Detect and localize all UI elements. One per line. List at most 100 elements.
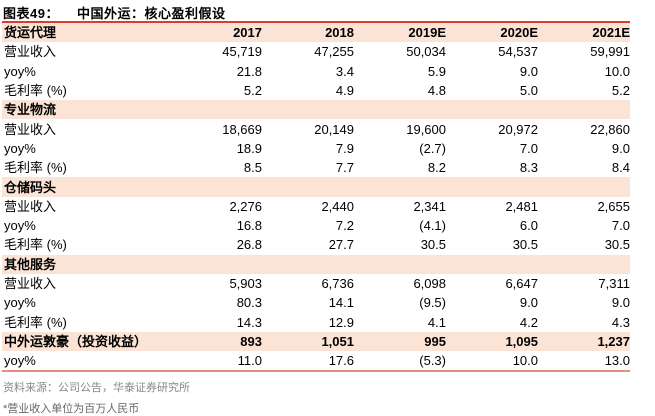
- row-label: yoy%: [4, 63, 36, 79]
- cell-value: 5.0: [519, 83, 538, 99]
- cell-value: [170, 100, 262, 120]
- cell-value: [446, 100, 538, 120]
- cell-value: 4.3: [611, 314, 630, 330]
- cell-value: 16.8: [236, 218, 262, 234]
- header-row: 货运代理 2017 2018 2019E 2020E 2021E: [2, 22, 630, 43]
- cell-value: 27.7: [328, 237, 354, 253]
- cell-value: 19,600: [406, 121, 446, 137]
- cell-value: [538, 100, 630, 120]
- cell-value: [446, 177, 538, 197]
- cell-value: 5,903: [229, 276, 262, 291]
- cell-value: 995: [354, 331, 446, 352]
- assumptions-table: 货运代理 2017 2018 2019E 2020E 2021E 营业收入 45,…: [2, 21, 630, 373]
- cell-value: 14.1: [328, 295, 354, 311]
- cell-value: [538, 177, 630, 197]
- cell-value: 5.2: [611, 83, 630, 99]
- table-row: 毛利率 (%) 26.8 27.7 30.5 30.5 30.5: [2, 235, 630, 254]
- cell-value: 80.3: [236, 295, 262, 311]
- column-header: 2019E: [354, 22, 446, 43]
- cell-value: 14.3: [236, 314, 262, 330]
- cell-value: 3.4: [335, 63, 354, 79]
- row-label: 营业收入: [4, 44, 57, 60]
- cell-value: 59,991: [590, 44, 630, 60]
- figure-title: 图表49： 中国外运：核心盈利假设: [3, 3, 225, 22]
- row-label: 仓储码头: [2, 177, 170, 197]
- cell-value: [262, 254, 354, 274]
- cell-value: 1,237: [538, 331, 630, 352]
- cell-value: [170, 254, 262, 274]
- source-note: 资料来源：公司公告，华泰证券研究所: [3, 382, 190, 394]
- section-row: 中外运敦豪（投资收益） 893 1,051 995 1,095 1,237: [2, 331, 630, 352]
- table-row: yoy% 16.8 7.2 (4.1) 6.0 7.0: [2, 216, 630, 235]
- row-label: 营业收入: [4, 121, 57, 137]
- cell-value: 7.0: [611, 218, 630, 234]
- column-header: 2018: [262, 22, 354, 43]
- table-row: yoy% 80.3 14.1 (9.5) 9.0 9.0: [2, 293, 630, 312]
- cell-value: 22,860: [590, 121, 630, 137]
- cell-value: 893: [170, 331, 262, 352]
- table-row: 毛利率 (%) 14.3 12.9 4.1 4.2 4.3: [2, 312, 630, 331]
- table-row: yoy% 11.0 17.6 (5.3) 10.0 13.0: [2, 351, 630, 371]
- cell-value: 9.0: [519, 295, 538, 311]
- cell-value: (9.5): [419, 295, 446, 311]
- cell-value: 2,440: [321, 198, 354, 214]
- cell-value: [354, 254, 446, 274]
- row-label: yoy%: [4, 140, 36, 156]
- cell-value: 30.5: [512, 237, 538, 253]
- footnote: *营业收入单位为百万人民币: [3, 403, 140, 415]
- cell-value: [262, 100, 354, 120]
- cell-value: 8.3: [519, 160, 538, 176]
- section-row: 其他服务: [2, 254, 630, 274]
- row-label: 营业收入: [4, 198, 57, 214]
- column-header: 2020E: [446, 22, 538, 43]
- cell-value: 30.5: [604, 237, 630, 253]
- row-label: 毛利率 (%): [4, 160, 67, 176]
- cell-value: 7.2: [335, 218, 354, 234]
- cell-value: 18.9: [236, 140, 262, 156]
- cell-value: 8.5: [243, 160, 262, 176]
- cell-value: 17.6: [328, 353, 354, 369]
- row-label: 其他服务: [2, 254, 170, 274]
- row-label: 毛利率 (%): [4, 314, 67, 330]
- cell-value: 4.1: [427, 314, 446, 330]
- cell-value: 5.2: [243, 83, 262, 99]
- cell-value: 45,719: [222, 44, 262, 60]
- cell-value: 1,095: [446, 331, 538, 352]
- cell-value: 8.2: [427, 160, 446, 176]
- cell-value: 6.0: [519, 218, 538, 234]
- cell-value: (5.3): [419, 353, 446, 369]
- cell-value: 4.2: [519, 314, 538, 330]
- section-row: 仓储码头: [2, 177, 630, 197]
- cell-value: [354, 177, 446, 197]
- figure-caption: 中国外运：核心盈利假设: [76, 6, 226, 21]
- table-row: 毛利率 (%) 8.5 7.7 8.2 8.3 8.4: [2, 158, 630, 177]
- cell-value: [354, 100, 446, 120]
- column-header: 2021E: [538, 22, 630, 43]
- cell-value: 9.0: [611, 295, 630, 311]
- cell-value: [538, 254, 630, 274]
- cell-value: 4.9: [335, 83, 354, 99]
- table-row: 毛利率 (%) 5.2 4.9 4.8 5.0 5.2: [2, 81, 630, 100]
- cell-value: 4.8: [427, 83, 446, 99]
- row-label: 毛利率 (%): [4, 237, 67, 253]
- cell-value: 7.9: [335, 140, 354, 156]
- row-label: 毛利率 (%): [4, 83, 67, 99]
- cell-value: [170, 177, 262, 197]
- cell-value: (2.7): [419, 140, 446, 156]
- row-label: yoy%: [4, 295, 36, 311]
- cell-value: 6,647: [505, 276, 538, 291]
- row-label: 专业物流: [2, 100, 170, 120]
- cell-value: 26.8: [236, 237, 262, 253]
- cell-value: 6,098: [413, 276, 446, 291]
- cell-value: 9.0: [519, 63, 538, 79]
- cell-value: 2,276: [229, 198, 262, 214]
- cell-value: 10.0: [604, 63, 630, 79]
- cell-value: 54,537: [498, 44, 538, 60]
- cell-value: 50,034: [406, 44, 446, 60]
- cell-value: 2,341: [413, 198, 446, 214]
- cell-value: 5.9: [427, 63, 446, 79]
- cell-value: 21.8: [236, 63, 262, 79]
- table-row: 营业收入 2,276 2,440 2,341 2,481 2,655: [2, 197, 630, 216]
- figure-number: 图表49：: [3, 6, 59, 21]
- row-label: 中外运敦豪（投资收益）: [2, 331, 170, 352]
